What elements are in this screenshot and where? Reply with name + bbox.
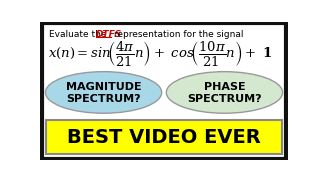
Text: SPECTRUM?: SPECTRUM?	[187, 94, 262, 104]
Text: Evaluate the: Evaluate the	[49, 30, 110, 39]
FancyBboxPatch shape	[46, 120, 282, 154]
Text: DTFS: DTFS	[96, 30, 122, 39]
Ellipse shape	[45, 72, 162, 113]
Text: MAGNITUDE: MAGNITUDE	[66, 82, 141, 92]
Text: BEST VIDEO EVER: BEST VIDEO EVER	[67, 128, 261, 147]
Text: SPECTRUM?: SPECTRUM?	[66, 94, 141, 104]
Text: representation for the signal: representation for the signal	[110, 30, 243, 39]
Text: $x(n) = \mathit{sin}\!\left(\dfrac{4\pi}{21}n\right)+ \ \mathit{cos}\!\left(\dfr: $x(n) = \mathit{sin}\!\left(\dfrac{4\pi}…	[48, 39, 272, 68]
Text: PHASE: PHASE	[204, 82, 245, 92]
Ellipse shape	[166, 72, 283, 113]
